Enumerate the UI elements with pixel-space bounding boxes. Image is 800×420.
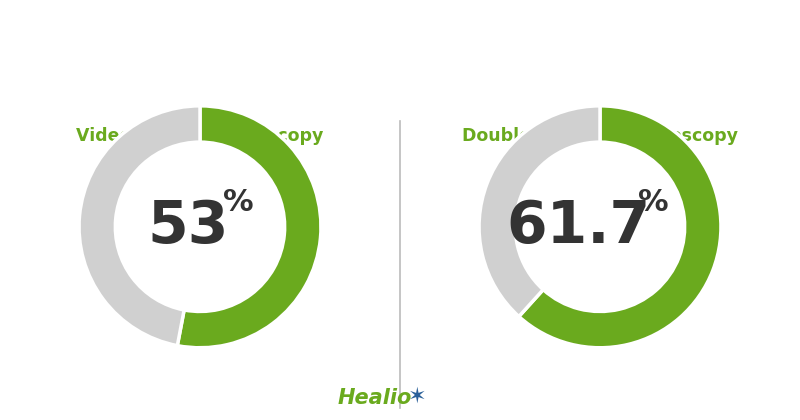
Text: %: % [223, 188, 254, 217]
Text: %: % [638, 188, 669, 217]
Text: Among patients with indications other than suspected: Among patients with indications other th… [101, 32, 699, 51]
Wedge shape [178, 106, 321, 348]
Text: ✶: ✶ [408, 387, 427, 407]
Text: 61.7: 61.7 [506, 198, 650, 255]
Wedge shape [479, 106, 600, 317]
Text: Double-balloon enteroscopy: Double-balloon enteroscopy [462, 127, 738, 145]
Wedge shape [519, 106, 721, 348]
Text: 53: 53 [147, 198, 229, 255]
Wedge shape [79, 106, 200, 346]
Text: Healio: Healio [338, 388, 411, 408]
Text: Video capsule endoscopy: Video capsule endoscopy [76, 127, 324, 145]
Text: small bowel bleeding, overall diagnostic yield was:: small bowel bleeding, overall diagnostic… [120, 74, 680, 93]
